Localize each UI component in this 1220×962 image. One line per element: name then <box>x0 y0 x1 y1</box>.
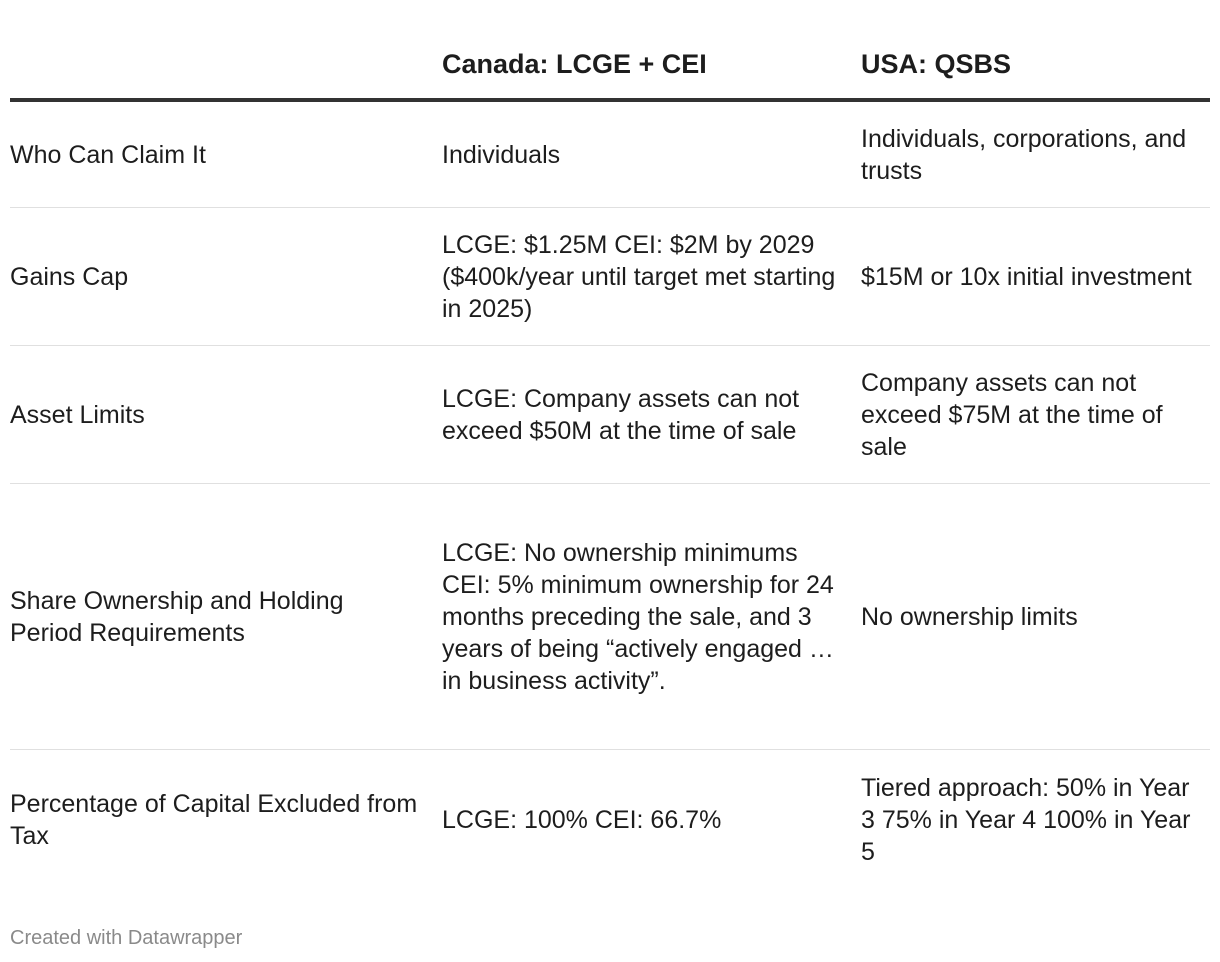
row-label: Who Can Claim It <box>10 140 206 169</box>
usa-cell: $15M or 10x initial investment <box>861 262 1192 291</box>
usa-cell: Company assets can not exceed $75M at th… <box>861 368 1163 461</box>
table-row: Share Ownership and Holding Period Requi… <box>10 484 1210 750</box>
table-row: Percentage of Capital Excluded from Tax … <box>10 750 1210 890</box>
table-header-row: Canada: LCGE + CEI USA: QSBS <box>10 0 1210 102</box>
usa-cell: Individuals, corporations, and trusts <box>861 124 1187 185</box>
comparison-table: Canada: LCGE + CEI USA: QSBS Who Can Cla… <box>10 0 1210 890</box>
row-label: Percentage of Capital Excluded from Tax <box>10 790 418 850</box>
datawrapper-credit: Created with Datawrapper <box>10 927 243 949</box>
header-cell-usa: USA: QSBS <box>861 49 1012 79</box>
table-row: Who Can Claim It Individuals Individuals… <box>10 102 1210 208</box>
canada-cell: Individuals <box>442 140 561 169</box>
header-cell-canada: Canada: LCGE + CEI <box>442 49 707 79</box>
canada-cell: LCGE: No ownership minimums CEI: 5% mini… <box>442 538 834 695</box>
canada-cell: LCGE: $1.25M CEI: $2M by 2029 ($400k/yea… <box>442 230 836 323</box>
canada-cell: LCGE: Company assets can not exceed $50M… <box>442 384 800 445</box>
table-row: Asset Limits LCGE: Company assets can no… <box>10 346 1210 484</box>
row-label: Asset Limits <box>10 400 145 429</box>
usa-cell: No ownership limits <box>861 602 1078 631</box>
table-row: Gains Cap LCGE: $1.25M CEI: $2M by 2029 … <box>10 208 1210 346</box>
usa-cell: Tiered approach: 50% in Year 3 75% in Ye… <box>861 774 1191 866</box>
canada-cell: LCGE: 100% CEI: 66.7% <box>442 806 722 834</box>
row-label: Share Ownership and Holding Period Requi… <box>10 586 344 647</box>
row-label: Gains Cap <box>10 262 129 291</box>
